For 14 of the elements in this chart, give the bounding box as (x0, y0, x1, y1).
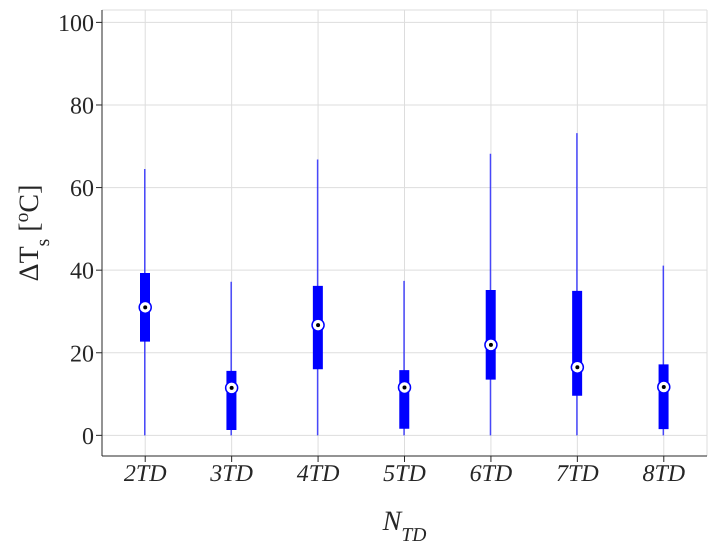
x-tick-label: 4TD (296, 461, 340, 488)
x-tick-label: 7TD (556, 461, 599, 488)
y-tick-label: 80 (70, 94, 94, 120)
x-axis-title: N$_{TD}$ (382, 506, 426, 546)
x-tick-label: 2TD (124, 461, 167, 488)
y-tick-label: 0 (82, 424, 94, 450)
x-tick-label: 3TD (209, 461, 253, 488)
y-tick-label: 100 (58, 10, 94, 37)
x-tick-label: 8TD (642, 461, 686, 488)
y-tick-label: 20 (70, 341, 94, 368)
y-tick-label: 40 (70, 258, 94, 285)
y-tick-label: 60 (70, 176, 94, 202)
x-tick-label: 6TD (470, 461, 512, 488)
x-tick-label: 5TD (383, 461, 426, 488)
